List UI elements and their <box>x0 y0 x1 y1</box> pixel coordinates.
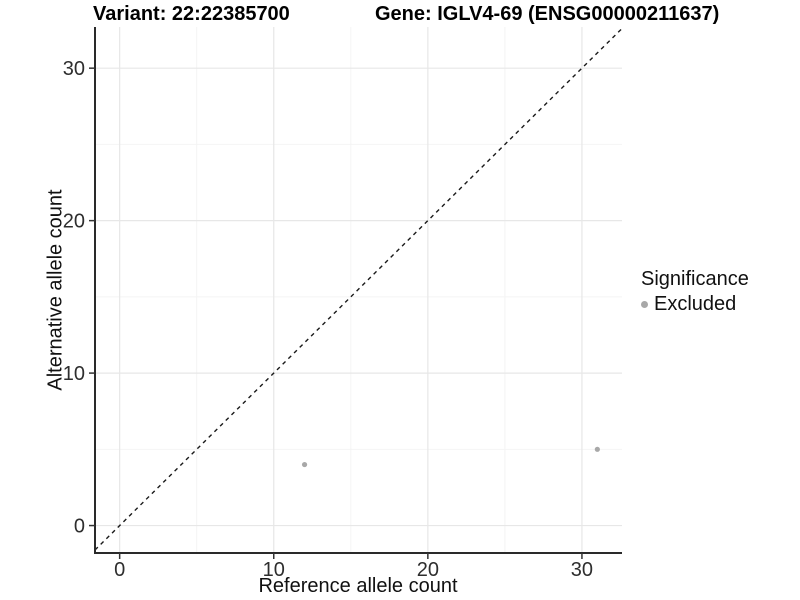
x-tick-label: 30 <box>571 559 593 581</box>
identity-line <box>94 28 623 551</box>
y-axis-title: Alternative allele count <box>44 189 67 391</box>
x-tick-label: 10 <box>263 559 285 581</box>
plot-title-variant: Variant: 22:22385700 <box>93 3 290 25</box>
x-tick-label: 0 <box>114 559 125 581</box>
legend: Significance Excluded <box>641 267 749 316</box>
x-tick-label: 20 <box>417 559 439 581</box>
legend-key-point-icon <box>641 300 648 308</box>
legend-item-excluded: Excluded <box>641 292 749 316</box>
y-tick-label: 20 <box>63 211 85 233</box>
legend-item-label: Excluded <box>654 293 737 315</box>
data-point <box>594 446 600 452</box>
data-point <box>301 461 308 468</box>
y-tick-label: 0 <box>74 516 85 538</box>
y-tick-label: 10 <box>63 363 85 385</box>
x-axis-title: Reference allele count <box>258 575 458 597</box>
y-tick-label: 30 <box>63 58 85 80</box>
legend-title: Significance <box>641 268 749 290</box>
plot-title-gene: Gene: IGLV4-69 (ENSG00000211637) <box>375 3 720 25</box>
